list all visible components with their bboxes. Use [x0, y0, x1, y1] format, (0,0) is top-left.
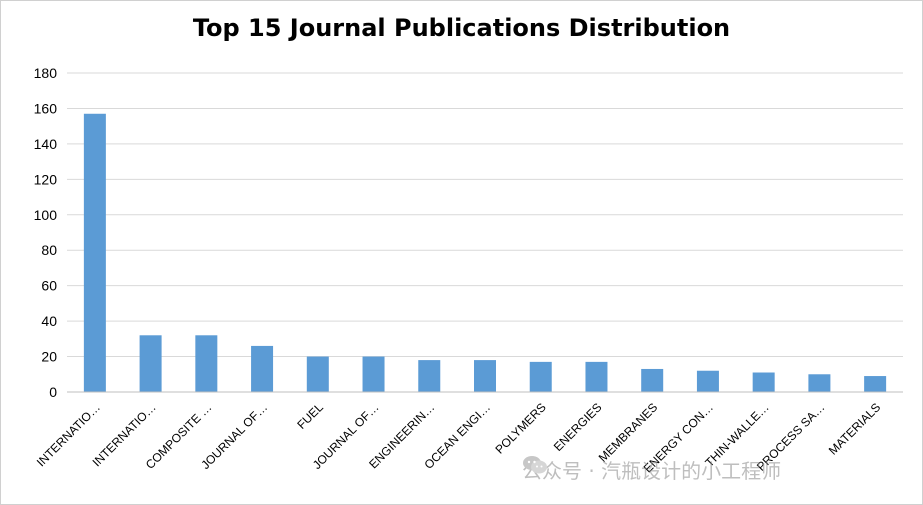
bar [864, 376, 887, 392]
y-tick-label: 40 [41, 313, 57, 329]
y-tick-label: 60 [41, 278, 57, 294]
y-tick-label: 100 [34, 207, 58, 223]
x-tick-label: ENERGIES [551, 400, 605, 454]
bar [696, 370, 719, 392]
bar [139, 335, 162, 392]
bar [306, 356, 329, 392]
bars [83, 113, 887, 392]
y-axis-ticks: 0 20 40 60 80 100 120 140 160 180 [34, 65, 58, 400]
watermark-text: 公众号 · 汽瓶设计的小工程师 [522, 459, 782, 483]
bar [752, 372, 775, 392]
y-tick-label: 120 [34, 171, 58, 187]
bar [585, 361, 608, 392]
bar [641, 368, 664, 392]
bar [83, 113, 106, 392]
y-tick-label: 180 [34, 65, 58, 81]
gridlines [67, 72, 903, 393]
y-tick-label: 160 [34, 100, 58, 116]
wechat-icon [523, 456, 547, 474]
bar [251, 345, 274, 392]
bar [808, 374, 831, 392]
y-tick-label: 80 [41, 242, 57, 258]
bar [362, 356, 385, 392]
x-tick-label: MATERIALS [826, 400, 883, 457]
bar [195, 335, 218, 392]
bar [529, 361, 552, 392]
bar [474, 360, 496, 392]
y-tick-label: 140 [34, 136, 58, 152]
watermark: 公众号 · 汽瓶设计的小工程师 [522, 455, 781, 484]
bar [418, 360, 441, 392]
x-tick-label: FUEL [294, 400, 326, 432]
chart-title: Top 15 Journal Publications Distribution [192, 14, 731, 42]
y-tick-label: 0 [49, 384, 57, 400]
x-tick-label: POLYMERS [492, 400, 548, 456]
y-tick-label: 20 [41, 349, 57, 365]
